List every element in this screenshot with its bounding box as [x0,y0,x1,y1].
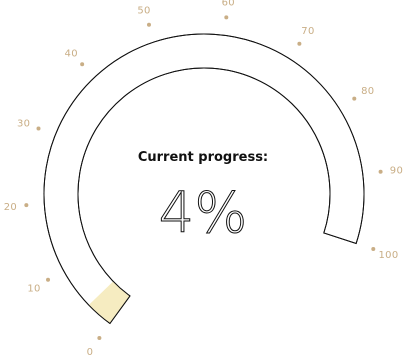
gauge-ticks: 0 10 20 30 40 50 60 70 80 90 100 [4,0,403,358]
tick-label-20: 20 [4,202,17,213]
tick-dot-0 [97,336,102,341]
tick-label-90: 90 [390,166,403,177]
tick-dot-50 [146,22,151,27]
tick-dot-80 [352,96,357,101]
gauge-track [43,33,365,325]
tick-label-40: 40 [65,49,78,60]
tick-dot-10 [46,277,51,282]
tick-dot-70 [297,41,302,46]
tick-label-50: 50 [137,6,150,17]
tick-label-10: 10 [27,283,40,294]
gauge-track-outline [43,33,365,325]
tick-label-100: 100 [379,250,399,261]
tick-dot-40 [80,62,85,67]
tick-label-70: 70 [301,26,314,37]
tick-label-80: 80 [361,86,374,97]
tick-dot-30 [36,126,41,131]
tick-dot-60 [224,15,229,20]
gauge-title: Current progress: [138,150,268,165]
gauge-progress-fill [88,281,130,324]
tick-dot-90 [378,169,383,174]
gauge-value: 4% [159,181,248,246]
tick-dot-100 [371,247,376,252]
tick-label-0: 0 [87,347,94,358]
tick-label-60: 60 [222,0,235,9]
tick-dot-20 [24,203,29,208]
tick-label-30: 30 [17,119,30,130]
